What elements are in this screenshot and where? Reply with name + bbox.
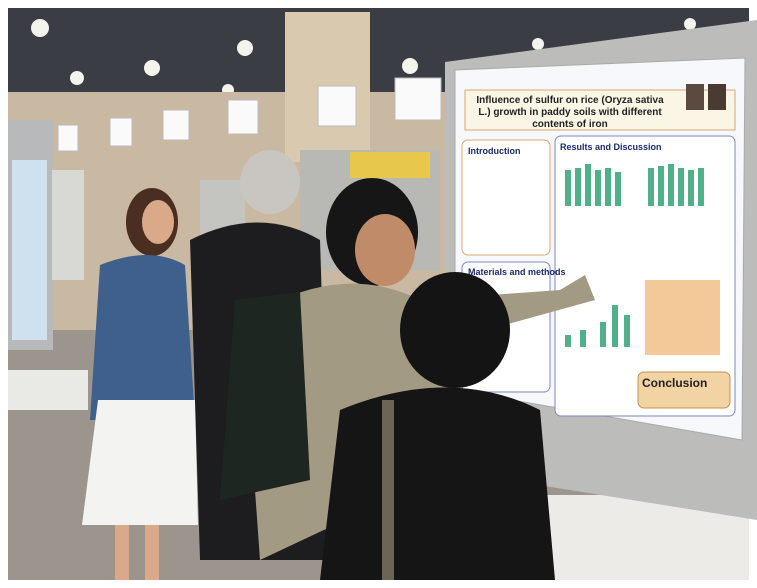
author-photo <box>686 84 704 110</box>
poster-title: Influence of sulfur on rice (Oryza sativ… <box>476 95 664 129</box>
section-heading: Introduction <box>468 146 521 156</box>
person-woman-left <box>82 188 198 580</box>
poster-left <box>12 160 47 340</box>
poster-left2 <box>52 170 84 280</box>
wall-signs <box>57 77 442 152</box>
poster-scatter-decoration <box>645 280 720 355</box>
section-heading: Conclusion <box>642 376 707 390</box>
intro-box <box>461 139 551 256</box>
poster-title-box: Influence of sulfur on rice (Oryza sativ… <box>476 95 664 129</box>
author-photo <box>708 84 726 110</box>
table-left <box>8 370 88 410</box>
poster-chart-decoration <box>565 164 704 347</box>
section-heading: Results and Discussion <box>560 142 662 152</box>
poster-center <box>350 152 430 178</box>
section-heading: Materials and methods <box>468 267 566 277</box>
person-woman-front <box>320 272 555 580</box>
conclusion-box <box>637 371 731 409</box>
